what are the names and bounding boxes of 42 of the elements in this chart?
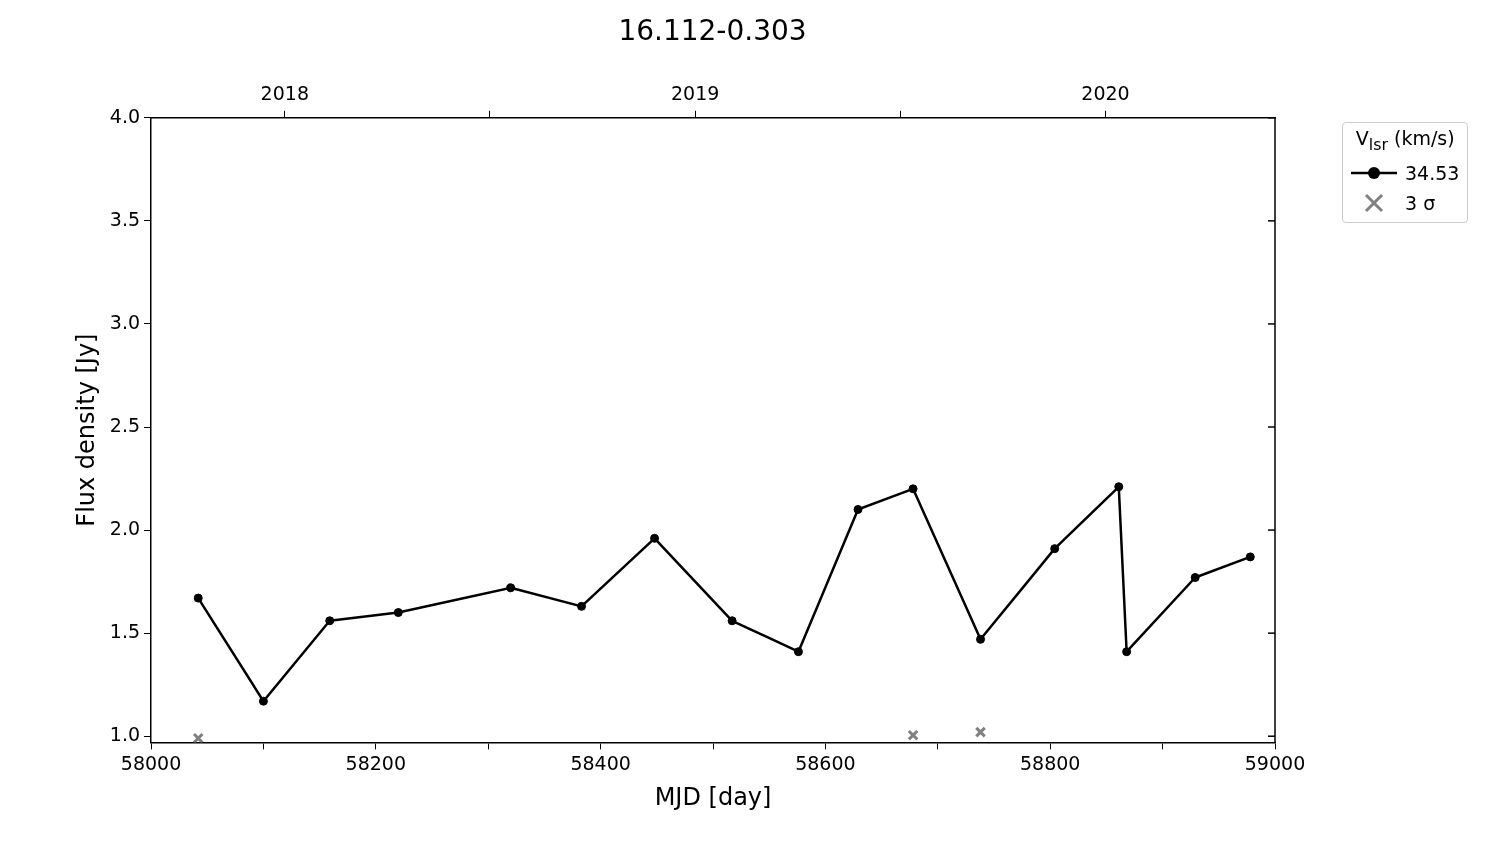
point <box>192 732 204 743</box>
y-tick-label: 2.0 <box>109 517 141 540</box>
legend-label: 34.53 <box>1405 161 1460 184</box>
point <box>1122 647 1132 657</box>
point <box>907 729 919 741</box>
point <box>1190 572 1200 582</box>
y-tick-label: 1.5 <box>109 620 141 643</box>
point <box>853 504 863 514</box>
x-tick-label: 58800 <box>1019 751 1081 774</box>
point <box>974 726 987 738</box>
legend-label: 3 σ <box>1405 191 1436 214</box>
x-tick-label: 58600 <box>795 751 856 774</box>
point <box>1050 544 1060 554</box>
point <box>577 601 586 611</box>
x-tick-label: 59000 <box>1244 751 1306 774</box>
y-tick-label: 3.5 <box>109 207 141 230</box>
legend-title: V$_{lsr}$ (km/s) <box>1354 127 1456 154</box>
point <box>908 484 918 494</box>
y-axis-title: Flux density [Jy] <box>71 333 100 527</box>
point <box>258 696 268 706</box>
point <box>1114 482 1124 492</box>
point <box>393 608 403 618</box>
point <box>325 616 335 626</box>
x-tick-label: 58400 <box>570 751 631 774</box>
y-tick-label: 3.0 <box>109 310 141 333</box>
x2-tick-label: 2020 <box>1081 82 1130 105</box>
y-tick-label: 2.5 <box>109 413 141 436</box>
x2-tick-label: 2019 <box>670 82 720 105</box>
point <box>727 616 737 626</box>
point <box>193 593 203 603</box>
chart-title: 16.112-0.303 <box>617 14 808 47</box>
point <box>976 634 986 644</box>
y-tick-label: 1.0 <box>109 723 141 746</box>
x2-tick-label: 2018 <box>260 82 309 105</box>
y-tick-label: 4.0 <box>109 104 141 127</box>
x-tick-label: 58200 <box>345 751 407 774</box>
point <box>506 583 516 593</box>
x-axis-title: MJD [day] <box>654 782 772 811</box>
point <box>793 647 803 657</box>
point <box>1245 552 1255 562</box>
point <box>650 533 660 543</box>
x-tick-label: 58000 <box>120 751 182 774</box>
